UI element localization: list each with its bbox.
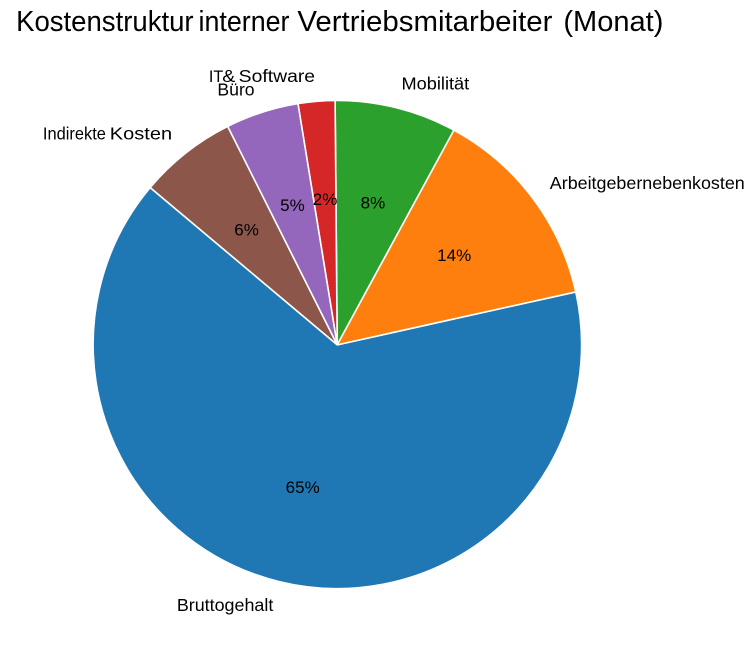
svg-text:Bruttogehalt: Bruttogehalt — [177, 595, 274, 615]
svg-text:Vertriebsmitarbeiter: Vertriebsmitarbeiter — [297, 6, 553, 38]
svg-text:(Monat): (Monat) — [563, 6, 663, 38]
svg-text:Software: Software — [239, 66, 315, 86]
svg-text:Kosten: Kosten — [110, 123, 172, 143]
svg-text:6%: 6% — [234, 221, 259, 240]
svg-text:Kostenstruktur: Kostenstruktur — [16, 6, 194, 38]
svg-text:Büro: Büro — [217, 79, 254, 99]
svg-text:interner: interner — [199, 6, 290, 38]
svg-text:14%: 14% — [437, 246, 471, 265]
svg-text:5%: 5% — [280, 196, 305, 215]
svg-text:65%: 65% — [286, 478, 320, 497]
svg-text:&: & — [222, 66, 235, 86]
svg-text:Mobilität: Mobilität — [402, 74, 470, 94]
svg-text:Arbeitgebernebenkosten: Arbeitgebernebenkosten — [550, 173, 745, 193]
svg-text:Indirekte: Indirekte — [43, 123, 106, 143]
svg-text:2%: 2% — [313, 190, 338, 209]
svg-text:IT: IT — [209, 68, 223, 86]
svg-text:8%: 8% — [361, 193, 386, 212]
